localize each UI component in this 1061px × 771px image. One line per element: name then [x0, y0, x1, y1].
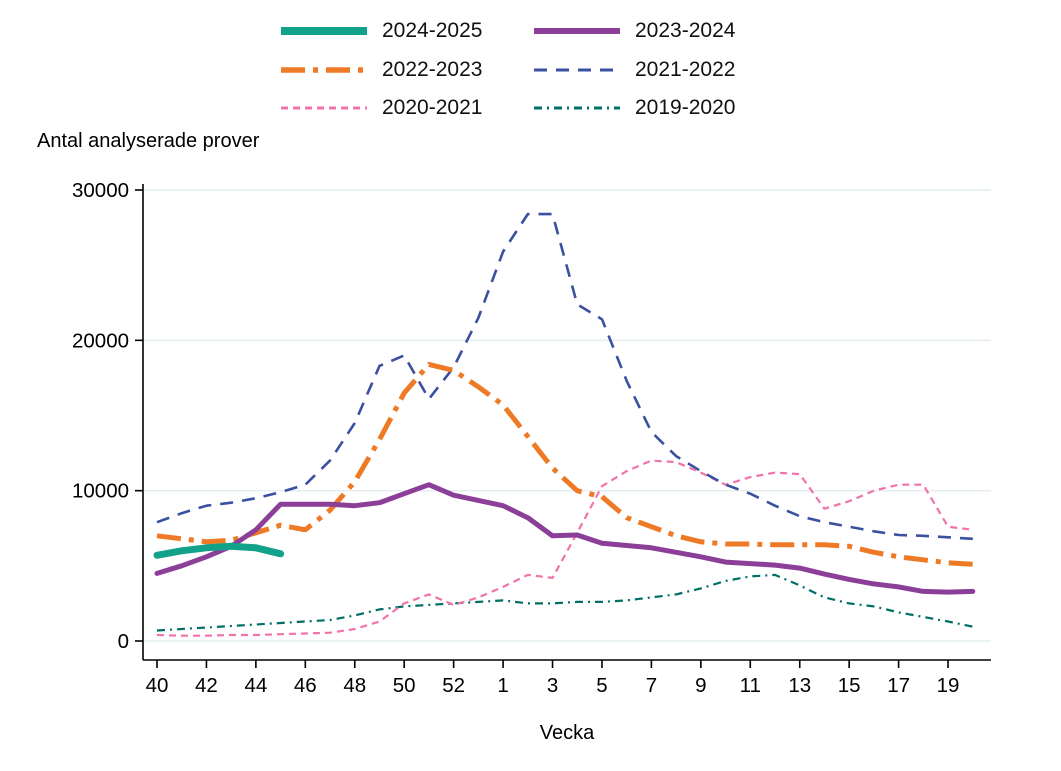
legend-item-2023-2024: 2023-2024 — [533, 12, 843, 51]
x-tick-label: 52 — [442, 674, 465, 697]
legend-item-2021-2022: 2021-2022 — [533, 51, 843, 90]
y-axis-title: Antal analyserade prover — [37, 130, 260, 152]
x-tick-label: 42 — [195, 674, 218, 697]
x-tick-label: 13 — [788, 674, 811, 697]
legend-label: 2019-2020 — [635, 96, 736, 120]
legend-item-2024-2025: 2024-2025 — [280, 12, 533, 51]
x-tick-label: 50 — [393, 674, 416, 697]
legend-label: 2024-2025 — [382, 19, 483, 43]
legend-swatch-icon — [534, 106, 620, 110]
y-tick-label: 0 — [118, 630, 129, 653]
legend-swatch-icon — [534, 68, 620, 72]
chart-legend: 2024-2025 2023-2024 2022-2023 2021-2022 2020… — [280, 12, 843, 128]
x-tick-label: 44 — [244, 674, 267, 697]
x-tick-label: 3 — [547, 674, 558, 697]
x-tick-label: 19 — [937, 674, 960, 697]
x-tick-label: 7 — [646, 674, 657, 697]
series-line-2023-2024 — [154, 482, 976, 595]
series-line-2024-2025 — [153, 542, 285, 559]
series-line-2022-2023 — [156, 361, 973, 567]
x-tick-label: 15 — [838, 674, 861, 697]
series-line-2020-2021 — [156, 459, 973, 637]
legend-label: 2022-2023 — [382, 57, 483, 81]
x-axis-title: Vecka — [539, 722, 595, 744]
legend-swatch-icon — [281, 106, 367, 110]
legend-item-2022-2023: 2022-2023 — [280, 51, 533, 90]
y-tick-label: 10000 — [72, 480, 129, 503]
x-tick-label: 9 — [695, 674, 706, 697]
x-tick-label: 1 — [497, 674, 508, 697]
legend-swatch-icon — [281, 27, 367, 36]
y-tick-label: 20000 — [72, 329, 129, 352]
legend-label: 2021-2022 — [635, 57, 736, 81]
legend-swatch-icon — [281, 67, 367, 73]
x-tick-label: 40 — [146, 674, 169, 697]
legend-item-2020-2021: 2020-2021 — [280, 89, 533, 128]
y-tick-label: 30000 — [72, 179, 129, 202]
legend-item-2019-2020: 2019-2020 — [533, 89, 843, 128]
x-tick-label: 11 — [740, 674, 761, 697]
series-line-2019-2020 — [156, 573, 974, 632]
x-tick-label: 17 — [887, 674, 910, 697]
legend-label: 2020-2021 — [382, 96, 483, 120]
legend-swatch-icon — [534, 28, 620, 35]
x-tick-label: 46 — [294, 674, 317, 697]
legend-label: 2023-2024 — [635, 19, 736, 43]
x-tick-label: 5 — [596, 674, 607, 697]
series-line-2021-2022 — [156, 212, 973, 541]
x-tick-label: 48 — [343, 674, 366, 697]
